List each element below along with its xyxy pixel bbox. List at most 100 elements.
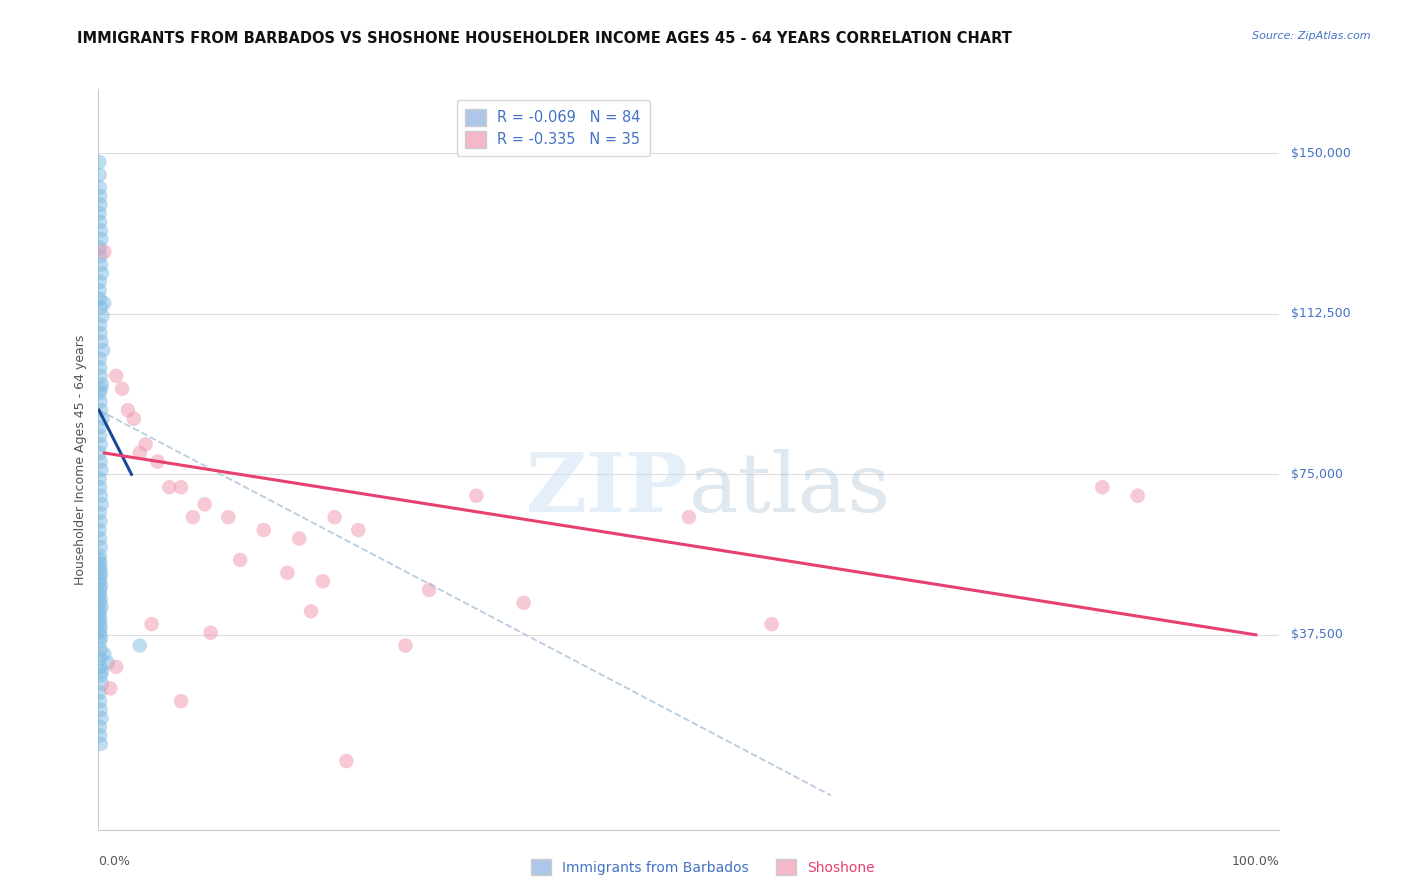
Point xyxy=(181,510,204,524)
Point xyxy=(90,600,112,615)
Point xyxy=(90,579,112,593)
Point xyxy=(299,604,322,618)
Point xyxy=(93,296,115,310)
Point xyxy=(157,480,180,494)
Point xyxy=(91,677,114,691)
Point xyxy=(89,215,111,229)
Point xyxy=(91,411,114,425)
Point xyxy=(200,625,222,640)
Point xyxy=(90,630,112,644)
Point xyxy=(89,549,111,563)
Point xyxy=(111,382,134,396)
Point xyxy=(90,570,112,584)
Point xyxy=(89,241,111,255)
Point xyxy=(90,334,112,349)
Point xyxy=(146,454,169,468)
Point xyxy=(89,634,111,648)
Point xyxy=(90,258,112,272)
Point xyxy=(90,489,112,503)
Point xyxy=(418,582,440,597)
Legend: Immigrants from Barbados, Shoshone: Immigrants from Barbados, Shoshone xyxy=(526,854,880,880)
Point xyxy=(89,685,111,699)
Point xyxy=(276,566,298,580)
Point xyxy=(678,510,700,524)
Point xyxy=(394,639,416,653)
Point xyxy=(89,351,111,366)
Point xyxy=(89,574,111,589)
Point xyxy=(90,326,112,340)
Point xyxy=(90,642,112,657)
Text: $75,000: $75,000 xyxy=(1291,468,1343,481)
Point xyxy=(170,694,193,708)
Point xyxy=(90,382,112,396)
Point xyxy=(89,189,111,203)
Point xyxy=(89,561,111,575)
Point xyxy=(90,301,112,315)
Point xyxy=(89,360,111,375)
Point xyxy=(89,506,111,520)
Point xyxy=(89,651,111,665)
Point xyxy=(89,472,111,486)
Point xyxy=(89,604,111,618)
Point xyxy=(128,446,150,460)
Point xyxy=(170,480,193,494)
Point xyxy=(90,223,112,237)
Point xyxy=(89,155,111,169)
Text: $37,500: $37,500 xyxy=(1291,628,1343,641)
Point xyxy=(89,582,111,597)
Point xyxy=(91,309,114,323)
Y-axis label: Householder Income Ages 45 - 64 years: Householder Income Ages 45 - 64 years xyxy=(75,334,87,584)
Point xyxy=(465,489,488,503)
Point xyxy=(117,403,139,417)
Point xyxy=(229,553,252,567)
Point xyxy=(90,711,112,725)
Text: IMMIGRANTS FROM BARBADOS VS SHOSHONE HOUSEHOLDER INCOME AGES 45 - 64 YEARS CORRE: IMMIGRANTS FROM BARBADOS VS SHOSHONE HOU… xyxy=(77,31,1012,46)
Point xyxy=(97,656,120,670)
Point xyxy=(90,737,112,751)
Point xyxy=(89,249,111,263)
Point xyxy=(89,283,111,297)
Text: $112,500: $112,500 xyxy=(1291,308,1350,320)
Point xyxy=(90,394,112,409)
Point xyxy=(90,622,112,636)
Point xyxy=(90,198,112,212)
Point xyxy=(89,292,111,306)
Point xyxy=(93,647,115,661)
Point xyxy=(90,403,112,417)
Point xyxy=(105,368,128,383)
Point xyxy=(312,574,335,589)
Text: atlas: atlas xyxy=(689,449,891,529)
Point xyxy=(91,266,114,280)
Point xyxy=(90,368,112,383)
Point xyxy=(323,510,346,524)
Point xyxy=(253,523,276,537)
Point xyxy=(89,596,111,610)
Point xyxy=(89,558,111,572)
Point xyxy=(89,532,111,546)
Text: ZIP: ZIP xyxy=(526,449,689,529)
Point xyxy=(90,591,112,606)
Point xyxy=(89,608,111,623)
Point xyxy=(128,639,150,653)
Point xyxy=(98,681,121,696)
Point xyxy=(761,617,783,632)
Point xyxy=(1091,480,1114,494)
Point xyxy=(90,515,112,529)
Point xyxy=(89,429,111,443)
Point xyxy=(90,497,112,511)
Point xyxy=(93,244,115,259)
Point xyxy=(89,480,111,494)
Text: Source: ZipAtlas.com: Source: ZipAtlas.com xyxy=(1253,31,1371,41)
Point xyxy=(89,617,111,632)
Text: 0.0%: 0.0% xyxy=(98,855,131,868)
Point xyxy=(217,510,239,524)
Point xyxy=(89,720,111,734)
Point xyxy=(89,660,111,674)
Point xyxy=(89,587,111,601)
Point xyxy=(90,566,112,580)
Point xyxy=(89,206,111,220)
Point xyxy=(89,386,111,401)
Point xyxy=(335,754,357,768)
Text: 100.0%: 100.0% xyxy=(1232,855,1279,868)
Point xyxy=(89,275,111,289)
